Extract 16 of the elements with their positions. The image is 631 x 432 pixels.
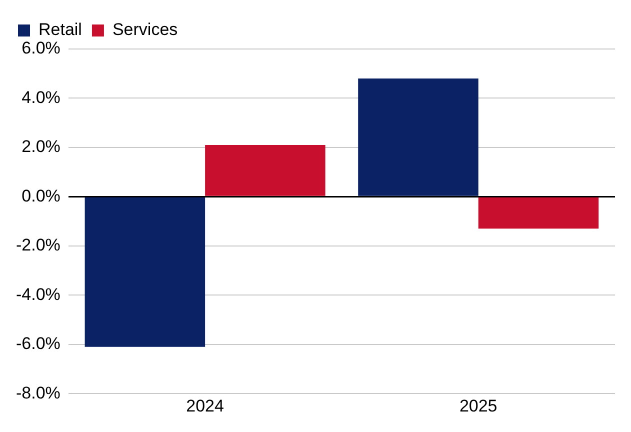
bar bbox=[84, 197, 206, 347]
y-tick-label: -8.0% bbox=[16, 383, 60, 402]
x-tick-label: 2025 bbox=[459, 396, 498, 416]
y-tick-label: 6.0% bbox=[22, 38, 60, 58]
y-tick-label: 2.0% bbox=[22, 137, 60, 156]
x-tick-label: 2024 bbox=[186, 396, 224, 416]
legend-label: Retail bbox=[38, 20, 82, 40]
bar bbox=[358, 78, 478, 196]
bar bbox=[205, 144, 326, 196]
y-tick-label: -2.0% bbox=[16, 236, 60, 255]
legend-label: Services bbox=[112, 20, 178, 40]
y-tick-label: 0.0% bbox=[22, 186, 60, 206]
y-tick-label: -4.0% bbox=[16, 284, 60, 304]
y-tick-label: 4.0% bbox=[22, 88, 60, 107]
y-tick-label: -6.0% bbox=[16, 334, 60, 354]
bar bbox=[478, 197, 599, 229]
